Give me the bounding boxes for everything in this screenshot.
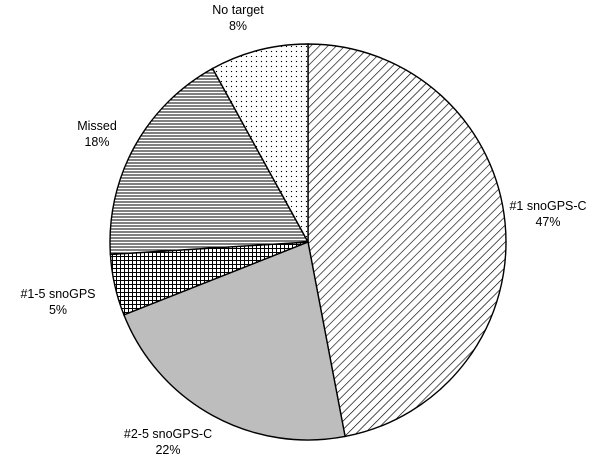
slice-label-3: Missed [77, 119, 117, 133]
pie-slice-1 [122, 241, 346, 441]
pie-slice-4 [211, 43, 309, 243]
slice-label-2: #1-5 snoGPS [20, 287, 95, 301]
slice-label-4: No target [212, 3, 264, 17]
slice-value-2: 5% [49, 303, 67, 317]
slice-value-1: 22% [155, 443, 180, 455]
slice-label-0: #1 snoGPS-C [509, 199, 586, 213]
slice-value-4: 8% [229, 19, 247, 33]
pie-slices [109, 43, 507, 441]
slice-value-3: 18% [84, 135, 109, 149]
slice-label-1: #2-5 snoGPS-C [124, 427, 212, 441]
pie-labels: #1 snoGPS-C 47% #2-5 snoGPS-C 22% #1-5 snoGP… [20, 3, 586, 455]
slice-value-0: 47% [535, 215, 560, 229]
pie-slice-3 [109, 67, 310, 256]
pie-slice-0 [307, 43, 507, 438]
